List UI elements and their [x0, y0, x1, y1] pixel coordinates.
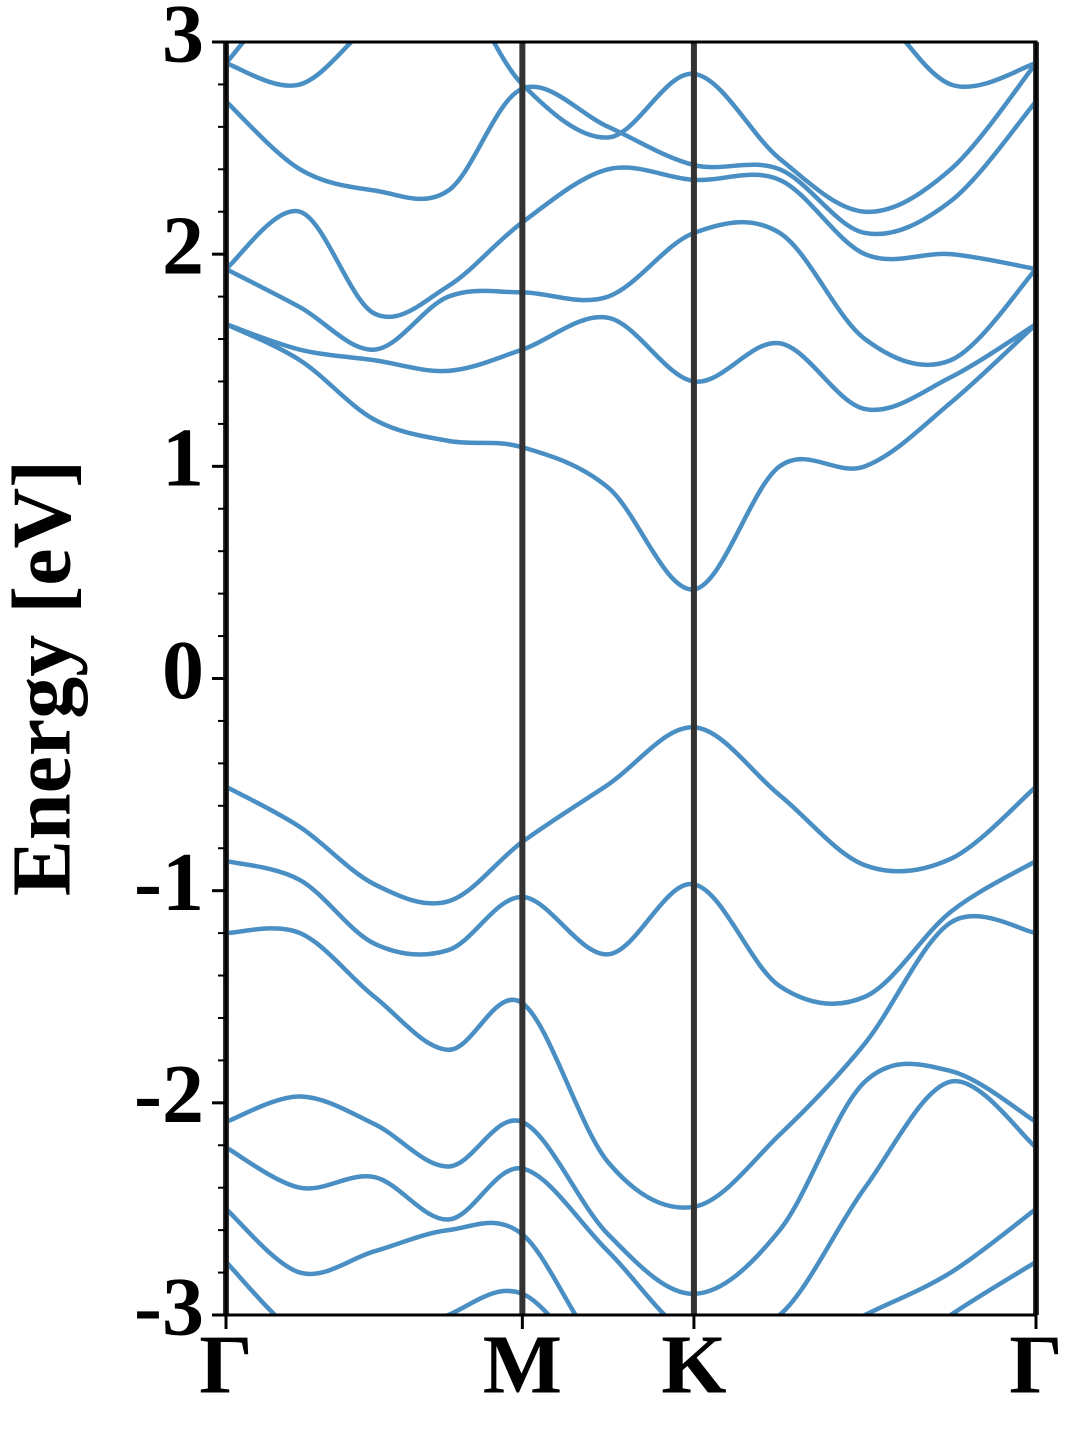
y-tick-label: -1 [134, 836, 204, 929]
x-tick-label: M [483, 1318, 562, 1411]
y-tick-label: 1 [162, 412, 204, 505]
band-line [226, 1079, 1036, 1315]
x-tick-label: Γ [199, 1318, 252, 1411]
band-line [226, 858, 1036, 1007]
band-line [226, 84, 1036, 237]
band-line [226, 1260, 1036, 1315]
plot-area [226, 42, 1036, 1315]
y-tick-label: 3 [162, 0, 204, 80]
y-tick-label: -3 [134, 1260, 204, 1353]
band-line [226, 220, 1036, 368]
band-line [226, 322, 1036, 592]
y-axis-label: Energy [eV] [0, 460, 88, 896]
x-tick-label: Γ [1009, 1318, 1062, 1411]
band-line [226, 914, 1036, 1210]
band-line [226, 42, 1036, 214]
y-tick-label: 0 [162, 624, 204, 717]
x-tick-label: K [661, 1318, 726, 1411]
band-line [226, 1061, 1036, 1297]
band-line [226, 725, 1036, 906]
band-line [226, 165, 1036, 320]
band-line [226, 1207, 1036, 1315]
band-line [226, 314, 1036, 413]
y-tick-label: 2 [162, 199, 204, 292]
y-tick-label: -2 [134, 1048, 204, 1141]
plot-frame [224, 40, 1038, 1317]
